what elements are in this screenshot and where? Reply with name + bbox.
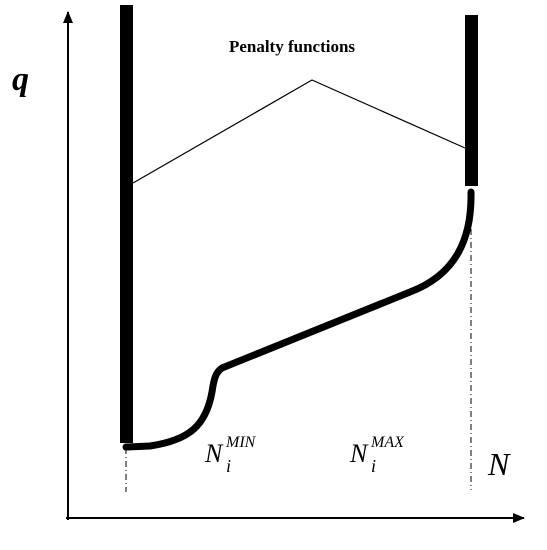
- penalty-line: [132, 79, 466, 184]
- q-label: q: [12, 61, 29, 98]
- n-max-sub: i: [371, 456, 376, 476]
- n-max-base: N: [349, 439, 369, 468]
- n-label: N: [487, 446, 511, 482]
- penalty-title: Penalty functions: [229, 37, 355, 56]
- n-min-base: N: [204, 439, 224, 468]
- cost-curve: [122, 188, 475, 451]
- left-bound-bar: [120, 5, 133, 443]
- n-min-sub: i: [226, 456, 231, 476]
- n-max-sup: MAX: [370, 434, 405, 451]
- n-min-sup: MIN: [225, 434, 257, 451]
- right-bound-bar: [465, 15, 478, 186]
